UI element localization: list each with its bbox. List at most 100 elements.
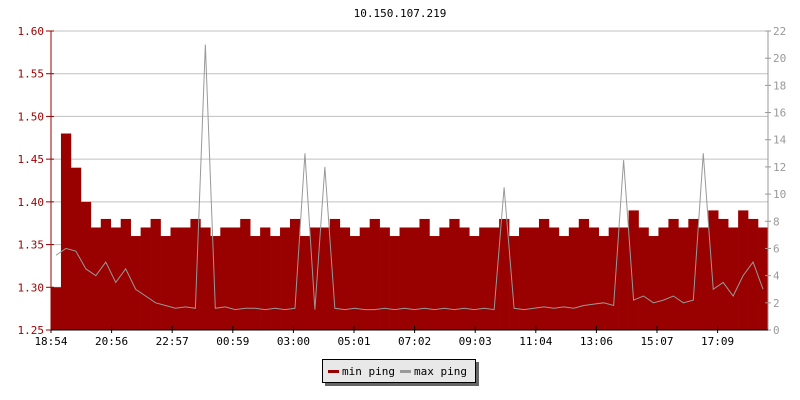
right-tick-label: 18	[773, 79, 786, 92]
min-ping-bar	[399, 227, 410, 330]
left-tick-label: 1.25	[18, 324, 45, 337]
min-ping-bar	[519, 227, 530, 330]
right-tick-label: 16	[773, 107, 786, 120]
x-tick-label: 00:59	[216, 335, 249, 348]
x-tick-label: 17:09	[701, 335, 734, 348]
x-tick-label: 09:03	[459, 335, 492, 348]
legend-swatch-max	[399, 369, 411, 373]
min-ping-bar	[280, 227, 291, 330]
min-ping-bar	[419, 218, 430, 330]
x-tick-label: 11:04	[519, 335, 552, 348]
min-ping-bar	[290, 218, 301, 330]
right-tick-label: 14	[773, 134, 787, 147]
min-ping-bar	[479, 227, 490, 330]
min-ping-bar	[90, 227, 102, 330]
min-ping-bar	[658, 227, 669, 330]
min-ping-bar	[728, 227, 739, 330]
left-tick-label: 1.50	[18, 110, 45, 123]
left-tick-label: 1.35	[18, 239, 45, 252]
min-ping-bar	[409, 227, 420, 330]
x-tick-label: 05:01	[337, 335, 370, 348]
legend-label-max: max ping	[413, 364, 467, 378]
min-ping-bar	[598, 236, 609, 330]
min-ping-bar	[389, 236, 400, 330]
min-ping-bar	[160, 236, 171, 330]
min-ping-bar	[51, 287, 62, 330]
min-ping-bar	[459, 227, 470, 330]
min-ping-bar	[509, 236, 520, 330]
min-ping-bar	[379, 227, 390, 330]
min-ping-bar	[349, 236, 361, 330]
min-ping-bar	[608, 227, 619, 330]
min-ping-bar	[110, 227, 122, 330]
min-ping-bar	[250, 236, 261, 330]
min-ping-bar	[299, 236, 311, 330]
right-tick-label: 20	[773, 52, 786, 65]
legend: min ping max ping	[322, 359, 476, 383]
min-ping-bar	[329, 218, 341, 330]
min-ping-bar	[120, 218, 131, 330]
min-ping-bar	[548, 227, 560, 330]
min-ping-bar	[369, 218, 380, 330]
min-ping-bar	[688, 218, 699, 330]
min-ping-bar	[499, 218, 510, 330]
min-ping-bar	[309, 227, 321, 330]
left-tick-label: 1.45	[18, 153, 45, 166]
max-ping-line	[55, 44, 764, 311]
min-ping-bar	[150, 218, 161, 330]
min-ping-bar	[70, 167, 82, 330]
min-ping-bar	[80, 201, 92, 330]
min-ping-bar	[429, 236, 440, 330]
min-ping-bar	[568, 227, 580, 330]
right-tick-label: 22	[773, 25, 786, 38]
right-tick-label: 6	[773, 242, 780, 255]
min-ping-bar	[489, 227, 500, 330]
chart-title: 10.150.107.219	[354, 7, 447, 20]
min-ping-bar	[100, 218, 112, 330]
min-ping-bar	[180, 227, 191, 330]
right-tick-label: 8	[773, 215, 780, 228]
min-ping-bar	[718, 218, 729, 330]
min-ping-bar	[190, 218, 201, 330]
min-ping-bar	[638, 227, 649, 330]
min-ping-bar	[738, 210, 749, 330]
min-ping-bar	[210, 236, 221, 330]
min-ping-bar	[529, 227, 540, 330]
min-ping-bar	[200, 227, 211, 330]
left-tick-label: 1.55	[18, 68, 45, 81]
x-tick-label: 22:57	[156, 335, 189, 348]
min-ping-bar	[140, 227, 151, 330]
right-tick-label: 0	[773, 324, 780, 337]
min-ping-bar	[220, 227, 231, 330]
right-tick-label: 4	[773, 270, 780, 283]
min-ping-bar	[588, 227, 600, 330]
legend-label-min: min ping	[342, 364, 395, 378]
min-ping-bar	[339, 227, 351, 330]
x-tick-label: 07:02	[398, 335, 431, 348]
x-tick-label: 18:54	[34, 335, 67, 348]
legend-swatch-min	[328, 369, 339, 373]
right-tick-label: 10	[773, 188, 786, 201]
left-tick-label: 1.30	[18, 281, 45, 294]
left-tick-label: 1.40	[18, 196, 45, 209]
x-tick-label: 03:00	[277, 335, 310, 348]
min-ping-bar	[558, 236, 570, 330]
min-ping-bar	[648, 236, 659, 330]
min-ping-bar	[359, 227, 370, 330]
min-ping-bar	[469, 236, 480, 330]
min-ping-bar	[578, 218, 590, 330]
min-ping-bar	[260, 227, 271, 330]
min-ping-bar	[678, 227, 689, 330]
min-ping-bar	[270, 236, 281, 330]
right-tick-label: 12	[773, 161, 786, 174]
min-ping-bar	[708, 210, 719, 330]
min-ping-bar	[449, 218, 460, 330]
min-ping-bar	[618, 227, 629, 330]
min-ping-bar	[130, 236, 141, 330]
min-ping-bar	[439, 227, 450, 330]
min-ping-bar	[668, 218, 679, 330]
min-ping-bar	[319, 227, 331, 330]
min-ping-bar	[748, 218, 759, 330]
min-ping-bar	[240, 218, 251, 330]
